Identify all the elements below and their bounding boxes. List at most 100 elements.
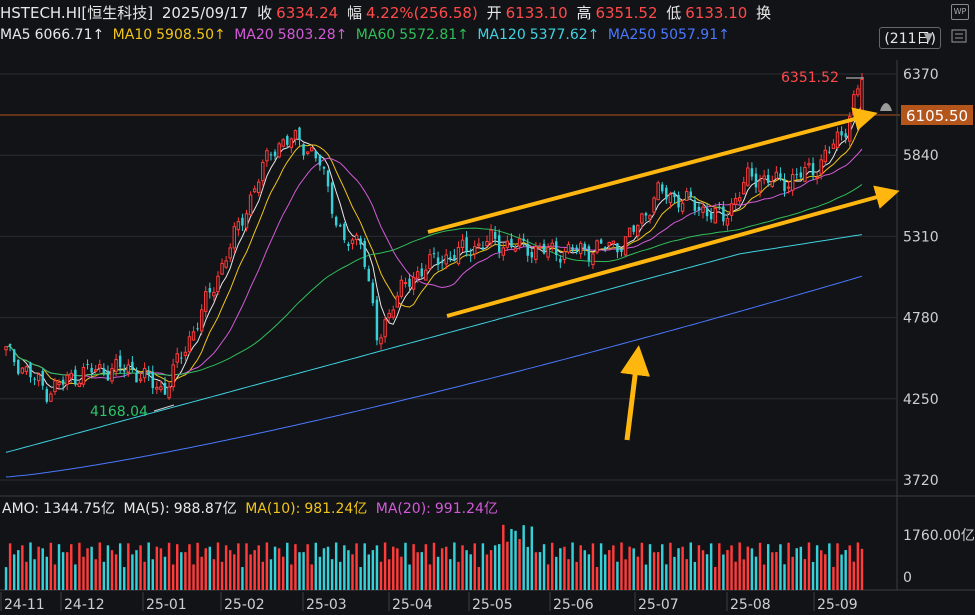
volume-bar [705,554,709,590]
high-value: 6351.52 [595,4,658,22]
volume-bar [489,550,493,590]
candle-body [77,382,82,387]
ma20-value: 5803.28↑ [277,27,348,43]
candle-body [224,260,228,268]
volume-bar [233,554,236,590]
candle-body [591,253,595,266]
candle-body [722,206,725,222]
volume-bar [518,539,521,590]
settings-icon[interactable] [951,28,967,44]
candle-body [277,143,281,158]
volume-bar [799,546,803,590]
candle-body [803,166,807,182]
candle-body [616,243,619,253]
volume-bar [314,542,318,590]
volume-bar [848,545,851,590]
period-selector[interactable]: (211日) [879,27,941,49]
candle-body [566,244,571,253]
volume-bar [469,554,472,590]
volume-bar [65,552,69,590]
candle-body [652,197,656,213]
volume-bar [298,552,301,590]
candle-body [555,241,558,256]
candle-body [204,291,208,312]
candle-body [456,246,461,265]
candle-body [114,359,118,372]
candle-body [444,254,448,265]
volume-bar [497,544,501,590]
volume-bar [701,550,705,590]
volume-bar [493,545,497,590]
volume-bar [302,552,305,590]
volume-bar [754,556,758,590]
candle-body [395,295,400,308]
candle-body [807,163,811,166]
ma120-label: MA120 [477,27,526,43]
volume-bar [563,546,566,590]
volume-bar [714,566,717,590]
candle-body [697,206,701,211]
candle-body [542,243,546,254]
volume-bar [502,524,505,590]
volume-bar [807,542,811,590]
candle-body [620,248,623,252]
ma5-label: MA5 [0,27,31,43]
volume-bar [37,546,40,590]
volume-bar [359,567,362,590]
x-tick-label: 25-04 [392,597,433,613]
volume-bar [143,561,146,590]
volume-bar [465,550,468,590]
change-value: 4.22%(256.58) [365,4,478,22]
candle-body [840,131,843,136]
volume-bar [147,542,150,590]
ma-legend: MA5 6066.71↑ MA10 5908.50↑ MA20 5803.28↑ MA… [0,27,734,49]
change-label: 幅 [346,4,362,22]
volume-bar [237,543,240,590]
volume-bar [257,545,260,590]
candle-body [86,363,89,365]
ma10-label: MA10 [112,27,153,43]
volume-bar [127,543,130,590]
volume-bar [228,550,232,590]
candle-body [241,217,244,226]
candle-body [860,79,864,111]
symbol-name[interactable]: HSTECH.HI[恒生科技] [0,4,154,22]
candle-body [559,258,562,263]
volume-bar [167,542,171,590]
candle-body [391,309,395,318]
volume-bar [836,543,839,590]
vol-ma5-label: MA(5): [123,501,170,517]
volume-bar [648,544,652,590]
candle-body [705,208,709,217]
volume-bar [330,559,334,590]
volume-bar [575,561,578,590]
volume-bar [608,550,611,590]
volume-bars [4,524,864,590]
candle-body [183,351,188,357]
volume-bar [546,564,550,590]
volume-bar [286,542,289,590]
volume-bar [461,545,464,590]
volume-bar [775,552,778,590]
volume-bar [412,544,415,590]
candle-body [359,238,362,245]
moving-average-lines [5,103,863,478]
candle-body [587,246,591,261]
candle-body [819,159,823,175]
volume-bar [220,561,224,590]
ma10-value: 5908.50↑ [156,27,226,43]
volume-bar [832,566,835,590]
vol-ma5-value: 988.87亿 [173,501,237,517]
window-icon[interactable]: WP [951,4,969,20]
candle-body [322,166,326,169]
volume-bar [273,546,277,590]
volume-bar [685,559,688,590]
volume-bar [78,542,81,590]
chevron-down-icon[interactable]: ▼ [923,30,933,44]
candle-body [632,225,635,232]
low-annotation: 4168.04 [90,404,148,420]
y-tick-label: 6370 [903,67,939,83]
ma5-line [5,103,863,390]
volume-bar [819,550,823,590]
